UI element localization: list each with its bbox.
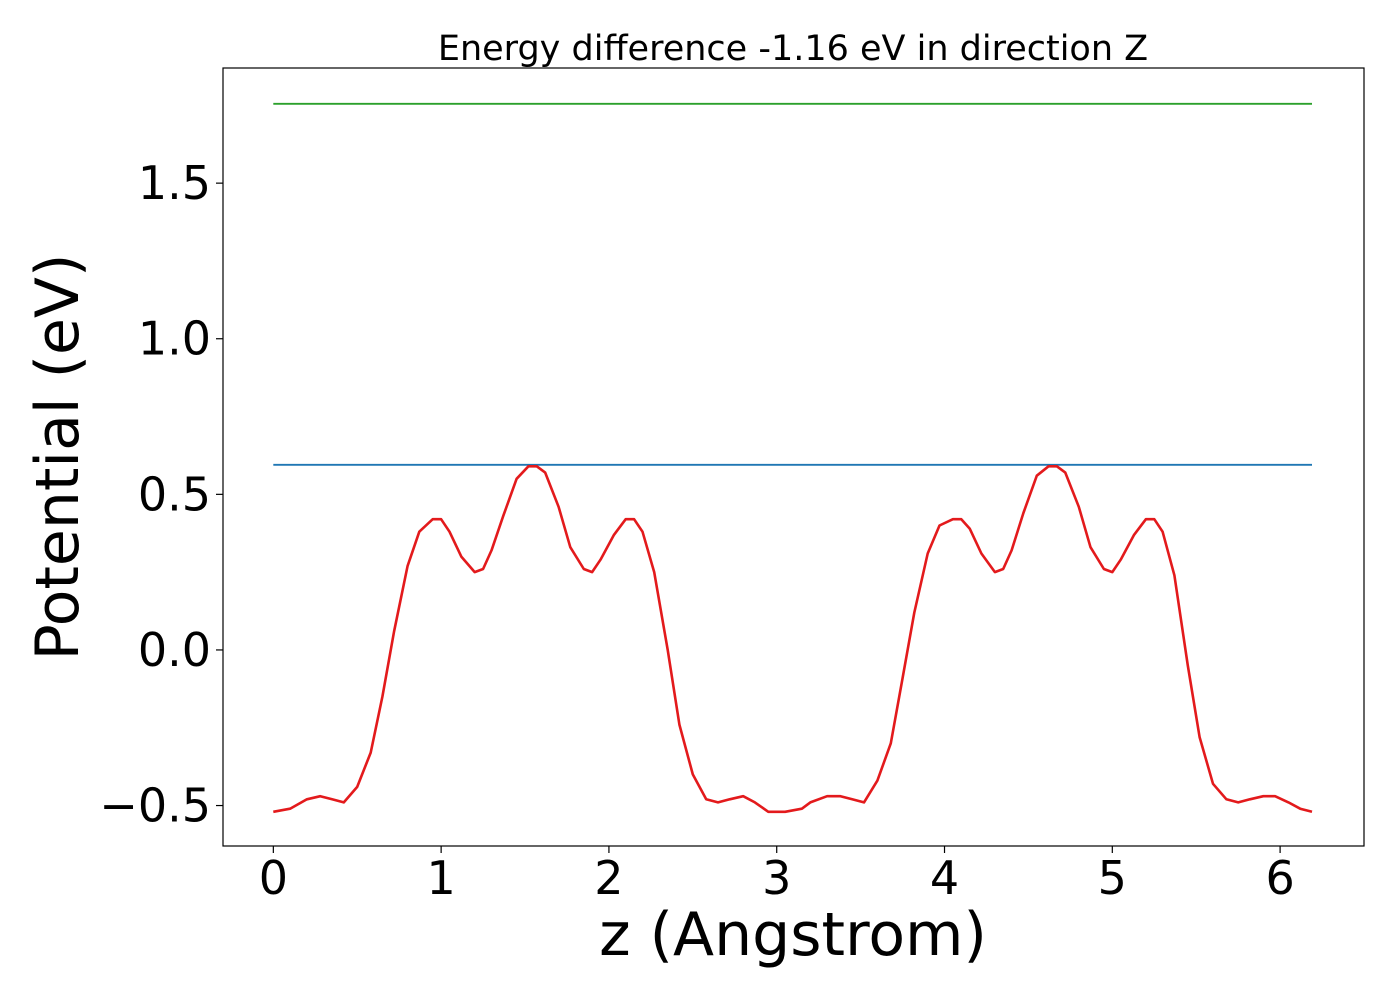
y-axis-label: Potential (eV) [23,254,93,661]
plot-area-frame [222,67,1365,847]
x-tick-label: 2 [594,851,623,905]
y-tick-label: 1.5 [138,156,211,210]
series-line-3 [273,464,1313,814]
series-layer [273,102,1313,814]
x-tick-label: 5 [1098,851,1127,905]
chart-title: Energy difference -1.16 eV in direction … [438,29,1148,69]
x-tick-label: 3 [762,851,791,905]
x-axis-label: z (Angstrom) [599,900,987,970]
y-axis-ticks: −0.5 0.0 0.5 1.0 1.5 [99,156,223,833]
y-tick-label: 0.0 [138,623,211,677]
y-tick-label: 0.5 [138,467,211,521]
x-tick-label: 4 [930,851,959,905]
x-axis-ticks: 0 1 2 3 4 5 6 [259,846,1295,905]
x-tick-label: 1 [426,851,455,905]
y-tick-label: 1.0 [138,312,211,366]
y-tick-label: −0.5 [99,779,211,833]
x-tick-label: 0 [259,851,288,905]
x-tick-label: 6 [1265,851,1294,905]
